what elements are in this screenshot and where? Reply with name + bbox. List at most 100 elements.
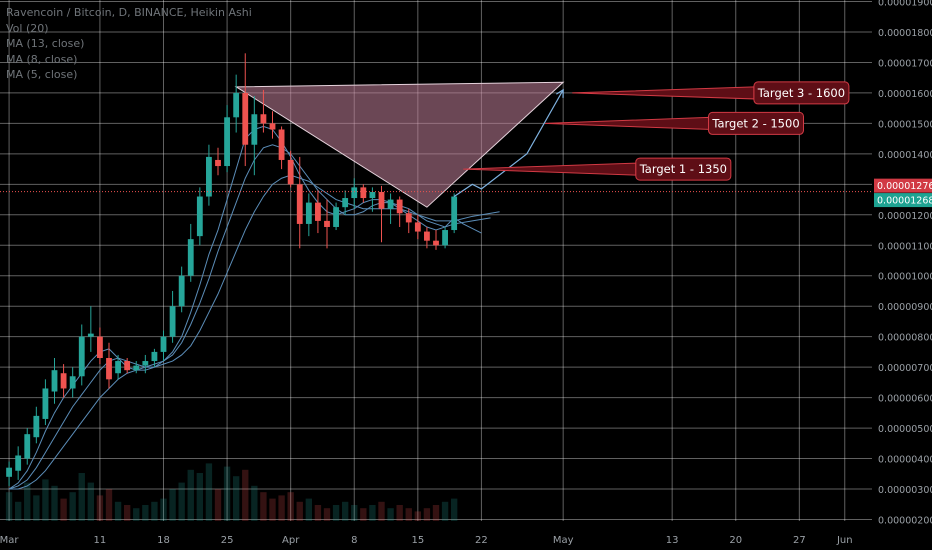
volume-bar <box>305 498 313 521</box>
volume-bar <box>205 463 213 521</box>
volume-bar <box>114 501 122 521</box>
volume-bar <box>450 498 458 521</box>
legend-title[interactable]: Ravencoin / Bitcoin, D, BINANCE, Heikin … <box>6 6 252 19</box>
y-tick-label-3[interactable]: 0.00000500 <box>878 424 932 435</box>
x-tick-label-7[interactable]: 22 <box>475 535 488 546</box>
y-tick-label-17[interactable]: 0.00001900 <box>878 0 932 9</box>
y-tick-label-8[interactable]: 0.00001000 <box>878 272 932 283</box>
candle-body <box>396 199 403 214</box>
volume-bar <box>87 482 95 521</box>
volume-bar <box>169 489 176 521</box>
y-tick-label-16[interactable]: 0.00001800 <box>878 28 932 39</box>
volume-bar <box>96 495 104 521</box>
price-badge-label-current[interactable]: 0.00001268 <box>877 196 932 207</box>
target-label-3[interactable]: Target 3 - 1600 <box>757 86 845 100</box>
target-label-1[interactable]: Target 1 - 1350 <box>639 162 727 176</box>
x-tick-label-9[interactable]: 13 <box>666 535 679 546</box>
candle-body <box>6 467 12 477</box>
candle-body <box>196 196 203 237</box>
projection-line[interactable] <box>453 89 564 198</box>
candle-body <box>169 306 176 337</box>
volume-bar <box>187 469 194 521</box>
y-tick-label-2[interactable]: 0.00000400 <box>878 455 932 466</box>
legend-ma-8[interactable]: MA (8, close) <box>6 52 78 66</box>
x-tick-label-12[interactable]: Jun <box>836 535 853 546</box>
wedge-pattern[interactable] <box>234 81 565 208</box>
y-tick-label-1[interactable]: 0.00000300 <box>878 485 932 496</box>
candle-body <box>360 187 367 199</box>
candle-body <box>215 159 221 167</box>
y-tick-label-15[interactable]: 0.00001700 <box>878 58 932 69</box>
y-tick-label-0[interactable]: 0.00000200 <box>878 515 932 526</box>
volume-bar <box>251 485 258 521</box>
y-tick-label-14[interactable]: 0.00001600 <box>878 89 932 100</box>
y-tick-label-10[interactable]: 0.00001200 <box>878 211 932 222</box>
candle-body <box>260 114 267 124</box>
volume-bar <box>441 501 449 521</box>
y-tick-label-4[interactable]: 0.00000600 <box>878 394 932 405</box>
x-tick-label-3[interactable]: 25 <box>221 535 234 546</box>
volume-bar <box>223 466 231 521</box>
projection-path[interactable] <box>453 88 564 198</box>
volume-bar <box>232 476 240 521</box>
target-box-2[interactable] <box>708 111 804 135</box>
legend-ma-5[interactable]: MA (5, close) <box>6 68 78 81</box>
volume-bar <box>24 482 31 521</box>
target-box-3[interactable] <box>753 81 850 105</box>
candle-body <box>15 455 22 471</box>
x-tick-label-2[interactable]: 18 <box>157 535 170 546</box>
x-axis[interactable]: Mar 11 18 25 Apr 8 15 22 May 13 20 27 Jun <box>0 535 853 546</box>
wedge-triangle[interactable] <box>234 81 565 208</box>
candle-body <box>133 365 140 371</box>
chart-legend: Ravencoin / Bitcoin, D, BINANCE, Heikin … <box>6 5 252 83</box>
volume-bar <box>14 501 22 521</box>
candle-body <box>69 376 76 389</box>
x-tick-label-4[interactable]: Apr <box>282 535 300 546</box>
volume-bar <box>341 501 349 521</box>
volume-bar <box>387 508 394 521</box>
candle-body <box>442 230 448 246</box>
price-badge-current[interactable] <box>874 193 932 208</box>
candles <box>6 53 458 486</box>
volume-bar <box>105 489 113 521</box>
candle-body <box>24 434 31 459</box>
volume-bar <box>69 492 76 521</box>
price-badge-label-last[interactable]: 0.00001276 <box>877 181 932 192</box>
x-tick-label-1[interactable]: 11 <box>94 535 107 546</box>
y-tick-label-12[interactable]: 0.00001400 <box>878 150 932 161</box>
volume-bar <box>123 505 131 521</box>
y-tick-label-9[interactable]: 0.00001100 <box>878 241 932 252</box>
ma-extension-13 <box>454 211 500 222</box>
x-tick-label-6[interactable]: 15 <box>411 535 424 546</box>
candle-body <box>60 373 67 389</box>
target-label-2[interactable]: Target 2 - 1500 <box>711 116 799 130</box>
volume-bar <box>405 508 412 521</box>
legend-volume[interactable]: Vol (20) <box>6 21 49 35</box>
candle-body <box>414 222 421 232</box>
x-tick-label-8[interactable]: May <box>553 535 574 546</box>
y-axis[interactable]: 0.00000200 0.00000300 0.00000400 0.00000500… <box>874 0 932 526</box>
legend-ma-13[interactable]: MA (13, close) <box>6 37 85 50</box>
candle-body <box>115 361 121 374</box>
y-tick-label-6[interactable]: 0.00000800 <box>878 333 932 344</box>
x-tick-label-0[interactable]: Mar <box>0 535 19 546</box>
target-box-1[interactable] <box>635 157 732 181</box>
candle-body <box>305 202 312 224</box>
y-tick-label-7[interactable]: 0.00000900 <box>878 302 932 313</box>
candle-body <box>251 114 258 145</box>
y-tick-label-5[interactable]: 0.00000700 <box>878 363 932 374</box>
y-tick-label-13[interactable]: 0.00001500 <box>878 119 932 130</box>
target-callouts[interactable]: Target 1 - 1350 Target 2 - 1500 Target 3 -… <box>463 81 850 181</box>
candle-body <box>106 357 112 380</box>
volume-bars <box>5 463 458 521</box>
volume-bar <box>423 508 431 521</box>
x-tick-label-11[interactable]: 27 <box>793 535 806 546</box>
candle-body <box>324 220 330 227</box>
price-badge-last[interactable] <box>874 178 932 193</box>
projection-arrowhead[interactable] <box>556 88 564 98</box>
candle-body <box>296 184 303 224</box>
x-tick-label-10[interactable]: 20 <box>729 535 742 546</box>
x-tick-label-5[interactable]: 8 <box>351 535 357 546</box>
volume-bar <box>278 495 285 521</box>
